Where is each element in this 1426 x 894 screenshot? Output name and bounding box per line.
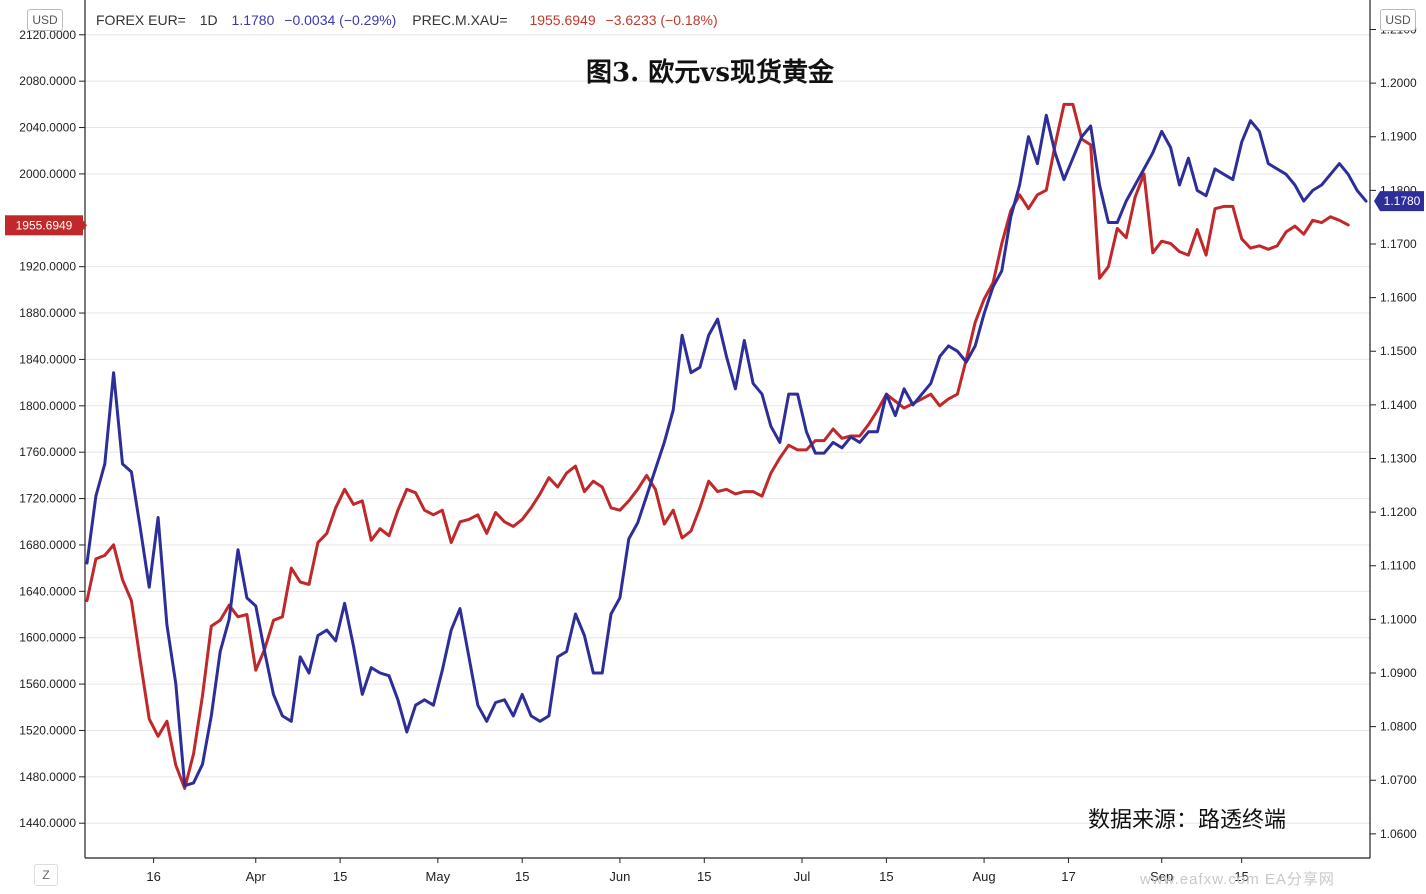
right-tick-label: 1.0800 (1380, 720, 1417, 734)
left-y-axis-ticks: 1440.0000 1480.0000 1520.0000 1560.0000 1600… (19, 28, 85, 830)
eur-last-value-box (1374, 191, 1424, 212)
x-tick-label: 15 (515, 869, 529, 884)
x-tick-label: 15 (697, 869, 711, 884)
legend-interval[interactable]: 1D (199, 12, 218, 28)
legend-xau-value: 1955.6949 (529, 12, 596, 28)
right-tick-label: 1.1300 (1380, 451, 1417, 465)
series-line-xau (85, 102, 1350, 790)
eur-last-value-label: 1.1780 (1384, 194, 1421, 208)
left-tick-label: 1680.0000 (19, 538, 76, 552)
legend-eur-value: 1.1780 (231, 12, 275, 28)
last-value-labels: 1955.6949 1.1780 (5, 191, 1424, 236)
right-tick-label: 1.1700 (1380, 237, 1417, 251)
right-y-axis-ticks: 1.0600 1.0700 1.0800 1.0900 1.1000 1.1100 1.12… (1370, 22, 1417, 841)
right-tick-label: 1.1100 (1380, 559, 1416, 573)
x-tick-label: Sep (1150, 869, 1173, 884)
chart-title: 图3. 欧元vs现货黄金 (0, 52, 1426, 89)
series-line-eur (85, 113, 1368, 788)
right-tick-label: 1.2000 (1380, 76, 1417, 90)
legend-eur-change: −0.0034 (−0.29%) (284, 12, 397, 28)
right-tick-label: 1.0900 (1380, 666, 1417, 680)
left-tick-label: 1920.0000 (19, 260, 76, 274)
x-tick-label: Jun (609, 869, 630, 884)
left-tick-label: 2080.0000 (19, 74, 76, 88)
legend-symbol-eur[interactable]: FOREX EUR= (96, 12, 186, 28)
left-currency-badge[interactable]: USD (27, 9, 63, 31)
right-tick-label: 1.1600 (1380, 291, 1417, 305)
x-tick-label: 15 (879, 869, 893, 884)
data-source-note: 数据来源：路透终端 (1088, 808, 1287, 833)
zoom-toggle[interactable]: Z (34, 864, 58, 886)
xau-last-value-label: 1955.6949 (16, 218, 73, 232)
legend: FOREX EUR= 1D 1.1780 −0.0034 (−0.29%) PR… (96, 12, 724, 28)
legend-symbol-xau[interactable]: PREC.M.XAU= (412, 12, 508, 28)
grid (85, 34, 1370, 824)
right-currency-badge[interactable]: USD (1380, 9, 1416, 31)
x-tick-label: 15 (1234, 869, 1248, 884)
right-tick-label: 1.0700 (1380, 773, 1417, 787)
left-tick-label: 1480.0000 (19, 770, 76, 784)
right-tick-label: 1.0600 (1380, 827, 1417, 841)
left-tick-label: 1440.0000 (19, 816, 76, 830)
x-tick-label: May (426, 869, 451, 884)
axes (84, 0, 1371, 859)
left-tick-label: 1640.0000 (19, 584, 76, 598)
legend-xau-change: −3.6233 (−0.18%) (605, 12, 718, 28)
x-tick-label: Aug (973, 869, 996, 884)
watermark: www.eafxw.com EA分享网 (1140, 871, 1335, 888)
left-tick-label: 1760.0000 (19, 445, 76, 459)
left-tick-label: 1720.0000 (19, 492, 76, 506)
series (85, 102, 1368, 790)
xau-last-value-box (5, 215, 83, 236)
left-tick-label: 2040.0000 (19, 121, 76, 135)
x-tick-label: 16 (146, 869, 160, 884)
x-tick-label: Jul (794, 869, 811, 884)
left-tick-label: 2000.0000 (19, 167, 76, 181)
left-tick-label: 1520.0000 (19, 723, 76, 737)
xau-last-value-pointer (83, 220, 87, 231)
right-tick-label: 1.1400 (1380, 398, 1417, 412)
right-tick-label: 1.1200 (1380, 505, 1417, 519)
left-tick-label: 1600.0000 (19, 631, 76, 645)
right-tick-label: 1.1900 (1380, 130, 1417, 144)
right-tick-label: 1.1500 (1380, 344, 1417, 358)
x-tick-label: 17 (1061, 869, 1075, 884)
left-tick-label: 2120.0000 (19, 28, 76, 42)
left-tick-label: 1880.0000 (19, 306, 76, 320)
x-tick-label: 15 (333, 869, 347, 884)
right-tick-label: 1.1000 (1380, 612, 1417, 626)
left-tick-label: 1800.0000 (19, 399, 76, 413)
left-tick-label: 1840.0000 (19, 352, 76, 366)
chart-title-text: 图3. 欧元vs现货黄金 (586, 58, 834, 88)
x-tick-label: Apr (246, 869, 267, 884)
x-axis-ticks: 16 Apr 15 May 15 Jun 15 Jul 15 Aug 17 Sep 15 (146, 858, 1249, 884)
left-tick-label: 1560.0000 (19, 677, 76, 691)
